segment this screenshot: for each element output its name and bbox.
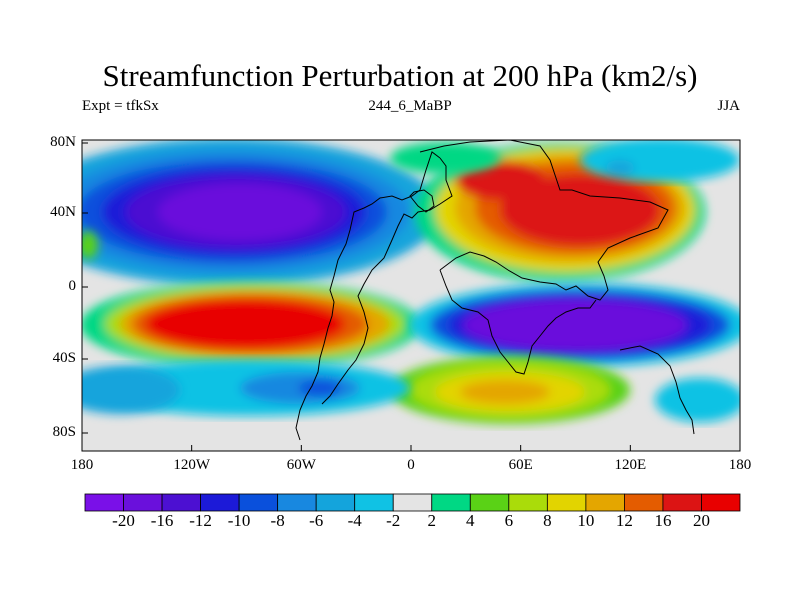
colorbar-label: 16 <box>654 511 672 530</box>
experiment-label: Expt = tfkSx <box>82 98 159 114</box>
americas-east-coastline <box>321 157 453 405</box>
australia-coastline <box>619 345 695 435</box>
africa-coastline <box>439 269 597 375</box>
colorbar-label: 4 <box>466 511 475 530</box>
colorbar-swatch <box>469 493 510 512</box>
x-tick-label: 180 <box>70 457 94 473</box>
colorbar-swatch <box>508 493 548 512</box>
coastlines <box>295 140 695 441</box>
colorbar-swatch <box>161 493 201 512</box>
colorbar-label: 6 <box>504 511 514 530</box>
x-tick-label: 0 <box>407 457 415 473</box>
americas-coastline <box>295 151 441 441</box>
colorbar-label: 8 <box>543 511 552 530</box>
eurasia-coastline <box>419 140 669 301</box>
tick-marks <box>81 142 741 451</box>
colorbar-swatch <box>431 493 471 512</box>
colorbar <box>84 493 741 512</box>
colorbar-swatch <box>392 493 433 512</box>
x-tick-label: 120W <box>173 457 210 473</box>
colorbar-label: -16 <box>150 511 174 530</box>
colorbar-label: -2 <box>386 511 401 530</box>
season-label: JJA <box>717 98 740 114</box>
colorbar-label: 2 <box>427 511 437 530</box>
x-tick-label: 180 <box>728 457 752 473</box>
colorbar-swatch <box>662 493 702 512</box>
north-pacific-low <box>82 140 440 286</box>
y-tick-label: 0 <box>68 278 77 294</box>
colorbar-swatch <box>315 493 356 512</box>
colorbar-label: -10 <box>227 511 251 530</box>
contour-field <box>82 140 740 424</box>
southwest-blue <box>82 366 740 422</box>
colorbar-swatch <box>701 493 741 512</box>
colorbar-label: -4 <box>347 511 362 530</box>
colorbar-swatch <box>624 493 664 512</box>
y-tick-label: 80S <box>52 424 76 440</box>
south-pacific-high <box>82 281 420 369</box>
colorbar-label: -8 <box>270 511 285 530</box>
colorbar-swatch <box>585 493 625 512</box>
x-tick-label: 60W <box>286 457 316 473</box>
colorbar-swatch <box>84 493 124 512</box>
colorbar-swatch <box>123 493 163 512</box>
southern-high <box>390 356 630 424</box>
indian-ocean-low <box>410 283 740 367</box>
colorbar-label: -6 <box>309 511 324 530</box>
x-tick-label: 60E <box>508 457 533 473</box>
colorbar-swatch <box>546 493 587 512</box>
atlantic-arc <box>82 142 500 259</box>
case-label: 244_6_MaBP <box>368 98 452 114</box>
colorbar-swatch <box>238 493 279 512</box>
y-tick-label: 80N <box>50 134 76 150</box>
colorbar-swatch <box>277 493 317 512</box>
colorbar-label: 12 <box>615 511 633 530</box>
colorbar-swatch <box>354 493 394 512</box>
greenland-coastline <box>409 189 435 213</box>
colorbar-label: -12 <box>189 511 212 530</box>
chart-title: Streamfunction Perturbation at 200 hPa (… <box>102 58 698 93</box>
y-tick-label: 40N <box>50 204 76 220</box>
colorbar-label: 20 <box>692 511 710 530</box>
y-tick-label: 40S <box>52 350 76 366</box>
colorbar-label: -20 <box>112 511 135 530</box>
x-tick-label: 120E <box>614 457 647 473</box>
colorbar-swatch <box>200 493 240 512</box>
colorbar-label: 10 <box>577 511 595 530</box>
north-east-blue <box>580 140 740 182</box>
